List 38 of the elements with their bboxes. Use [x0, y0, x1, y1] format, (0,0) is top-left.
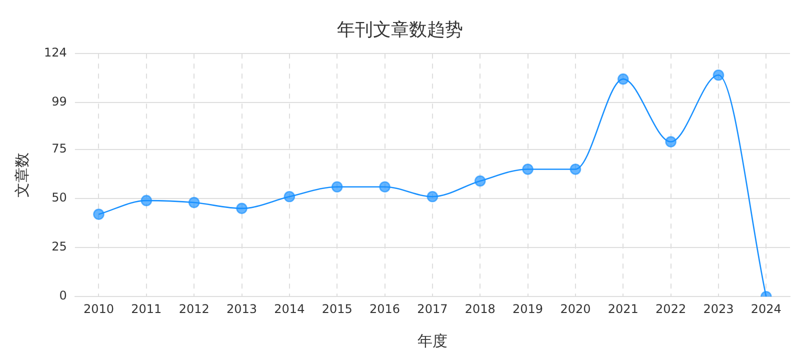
point: [617, 73, 629, 85]
x-tick-label: 2010: [83, 302, 114, 316]
point: [93, 208, 104, 220]
x-tick-label: 2013: [226, 302, 258, 316]
x-tick-label: 2012: [178, 302, 210, 316]
x-tick-label: 2018: [464, 302, 496, 316]
point: [188, 196, 200, 208]
y-tick-label: 50: [52, 190, 67, 205]
point: [665, 136, 676, 148]
x-tick-label: 2020: [560, 302, 591, 316]
x-tick-label: 2011: [131, 302, 162, 316]
chart-title: 年刊文章数趋势: [337, 19, 463, 40]
y-tick-label: 75: [52, 142, 67, 156]
x-tick-label: 2019: [512, 302, 544, 316]
y-tick-label: 99: [52, 94, 67, 109]
y-axis-title: 文章数: [12, 152, 31, 198]
x-tick-label: 2024: [750, 302, 782, 316]
point: [284, 191, 296, 202]
point: [712, 70, 724, 81]
x-tick-label: 2023: [703, 302, 734, 316]
y-tick-label: 0: [59, 288, 67, 303]
x-tick-label: 2017: [417, 302, 448, 316]
point: [522, 164, 534, 175]
point: [570, 164, 582, 175]
point: [379, 181, 390, 193]
point: [426, 191, 438, 202]
x-tick-label: 2014: [274, 302, 305, 316]
y-tick-label: 124: [44, 46, 67, 60]
x-tick-label: 2021: [608, 302, 638, 316]
x-tick-label: 2015: [322, 302, 352, 316]
point: [236, 202, 248, 214]
x-axis-title: 年度: [417, 332, 448, 350]
x-tick-label: 2022: [656, 302, 686, 316]
x-tick-label: 2016: [370, 302, 400, 316]
point: [140, 194, 152, 206]
point: [331, 181, 343, 193]
point: [474, 175, 486, 187]
y-tick-label: 25: [52, 240, 67, 254]
